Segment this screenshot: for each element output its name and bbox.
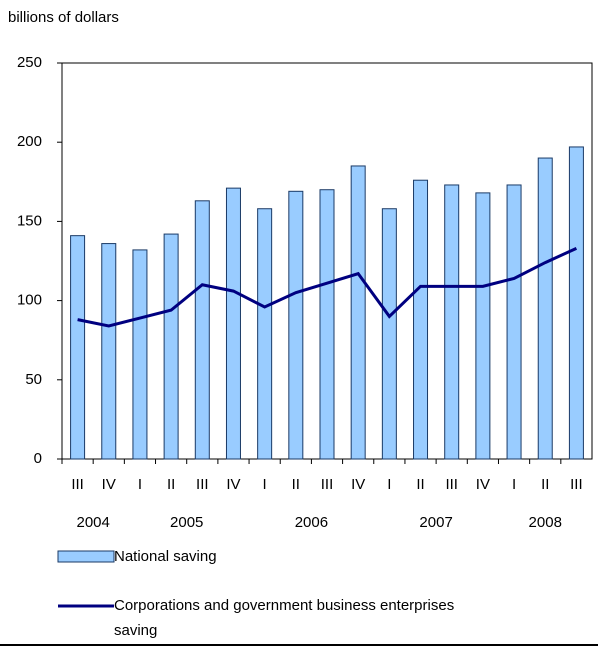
y-tick-label: 50 bbox=[25, 371, 42, 388]
year-label: 2004 bbox=[76, 514, 109, 531]
x-tick-label: IV bbox=[102, 476, 116, 493]
bar bbox=[70, 235, 86, 460]
bar bbox=[257, 208, 273, 460]
bar bbox=[475, 192, 491, 460]
y-tick-label: 250 bbox=[17, 54, 42, 71]
bar bbox=[132, 249, 148, 460]
x-tick-label: IV bbox=[476, 476, 490, 493]
x-tick-label: III bbox=[196, 476, 209, 493]
bar bbox=[101, 243, 117, 460]
x-tick-label: I bbox=[512, 476, 516, 493]
x-tick-label: III bbox=[570, 476, 583, 493]
y-axis-label: billions of dollars bbox=[8, 9, 119, 26]
bar bbox=[537, 157, 553, 460]
y-tick-label: 0 bbox=[34, 450, 42, 467]
x-tick-label: II bbox=[167, 476, 175, 493]
line bbox=[77, 246, 578, 328]
year-label: 2007 bbox=[419, 514, 452, 531]
x-tick-label: III bbox=[71, 476, 84, 493]
x-tick-label: IV bbox=[351, 476, 365, 493]
bar bbox=[413, 179, 429, 460]
bar bbox=[568, 146, 584, 460]
y-tick-label: 100 bbox=[17, 292, 42, 309]
bar bbox=[381, 208, 397, 460]
y-tick-label: 150 bbox=[17, 212, 42, 229]
year-label: 2006 bbox=[295, 514, 328, 531]
year-label: 2008 bbox=[529, 514, 562, 531]
x-tick-label: III bbox=[321, 476, 334, 493]
bar bbox=[225, 187, 241, 460]
legend-label: National saving bbox=[114, 548, 217, 565]
x-tick-label: II bbox=[541, 476, 549, 493]
x-tick-label: I bbox=[387, 476, 391, 493]
x-tick-label: III bbox=[445, 476, 458, 493]
x-tick-label: I bbox=[263, 476, 267, 493]
bar bbox=[288, 190, 304, 460]
legend-swatch bbox=[57, 550, 115, 563]
y-tick-label: 200 bbox=[17, 133, 42, 150]
year-label: 2005 bbox=[170, 514, 203, 531]
x-tick-label: IV bbox=[226, 476, 240, 493]
bar bbox=[163, 233, 179, 460]
bar bbox=[350, 165, 366, 460]
bar bbox=[444, 184, 460, 460]
bar bbox=[506, 184, 522, 460]
x-tick-label: I bbox=[138, 476, 142, 493]
bar bbox=[194, 200, 210, 460]
x-tick-label: II bbox=[416, 476, 424, 493]
x-tick-label: II bbox=[292, 476, 300, 493]
legend-label: Corporations and government business ent… bbox=[114, 597, 454, 639]
bar bbox=[319, 189, 335, 460]
